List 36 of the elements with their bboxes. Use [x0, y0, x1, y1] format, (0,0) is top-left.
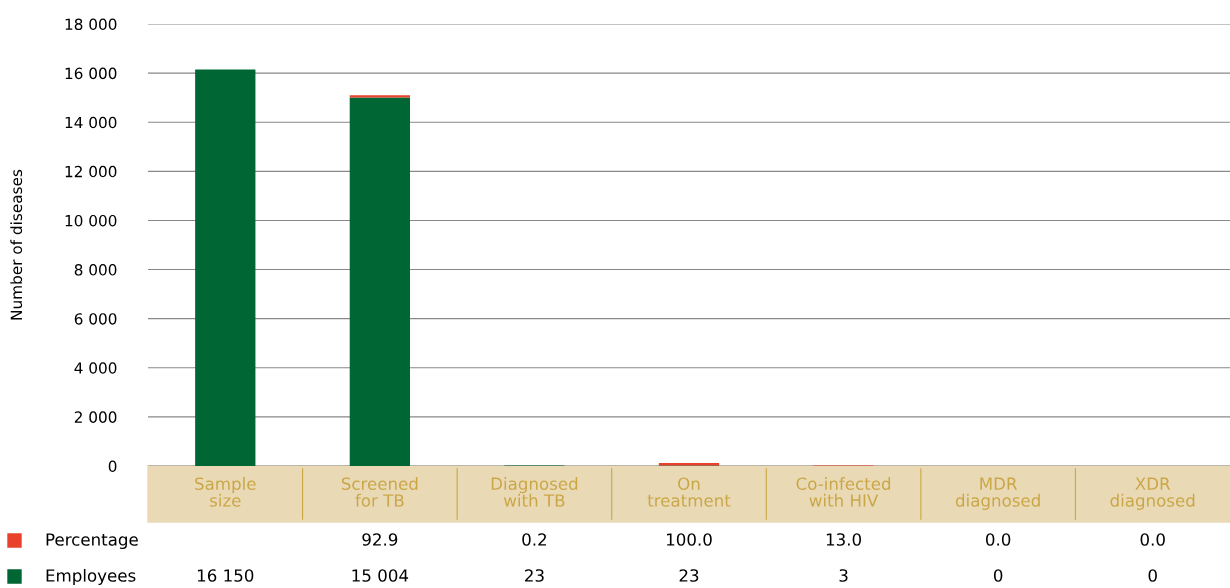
x-tick-label: MDR diagnosed — [955, 477, 1040, 510]
data-label: 0 — [993, 569, 1003, 582]
y-tick-label: 18 000 — [65, 18, 117, 31]
y-tick-label: 8 000 — [74, 264, 117, 276]
data-label: 0.0 — [985, 533, 1011, 546]
y-tick-label: 6 000 — [74, 313, 117, 325]
data-label: 0.2 — [522, 533, 547, 546]
bar — [349, 95, 410, 98]
legend-label: Employees — [46, 568, 136, 586]
data-label: 23 — [525, 569, 544, 582]
y-tick-label: 0 — [108, 460, 117, 473]
y-tick-label: 10 000 — [65, 214, 117, 227]
x-tick-label: Sample size — [195, 477, 256, 507]
legend-label: Percentage — [46, 533, 138, 550]
x-tick-label: On treatment — [647, 477, 731, 507]
data-label: 0.0 — [1140, 533, 1165, 546]
data-label: 3 — [839, 569, 848, 582]
x-tick-label: Diagnosed with TB — [491, 477, 578, 507]
y-axis-title: Number of diseases — [10, 169, 23, 320]
y-tick-label: 14 000 — [65, 116, 117, 129]
data-label: 23 — [679, 569, 699, 582]
x-tick-label: Screened for TB — [341, 477, 418, 507]
y-tick-label: 16 000 — [65, 67, 117, 80]
data-label: 100.0 — [666, 533, 712, 546]
data-label: 0 — [1148, 569, 1157, 582]
data-label: 16 150 — [197, 569, 254, 582]
bar — [349, 97, 410, 466]
y-tick-label: 2 000 — [74, 411, 117, 423]
x-tick-label: Co-infected with HIV — [796, 477, 891, 507]
bar — [195, 69, 256, 466]
y-tick-label: 12 000 — [65, 165, 117, 178]
data-label: 15 004 — [352, 569, 409, 582]
y-tick-label: 4 000 — [74, 362, 117, 374]
data-label: 13.0 — [826, 533, 862, 546]
data-label: 92.9 — [362, 533, 398, 546]
x-tick-label: XDR diagnosed — [1110, 477, 1195, 510]
